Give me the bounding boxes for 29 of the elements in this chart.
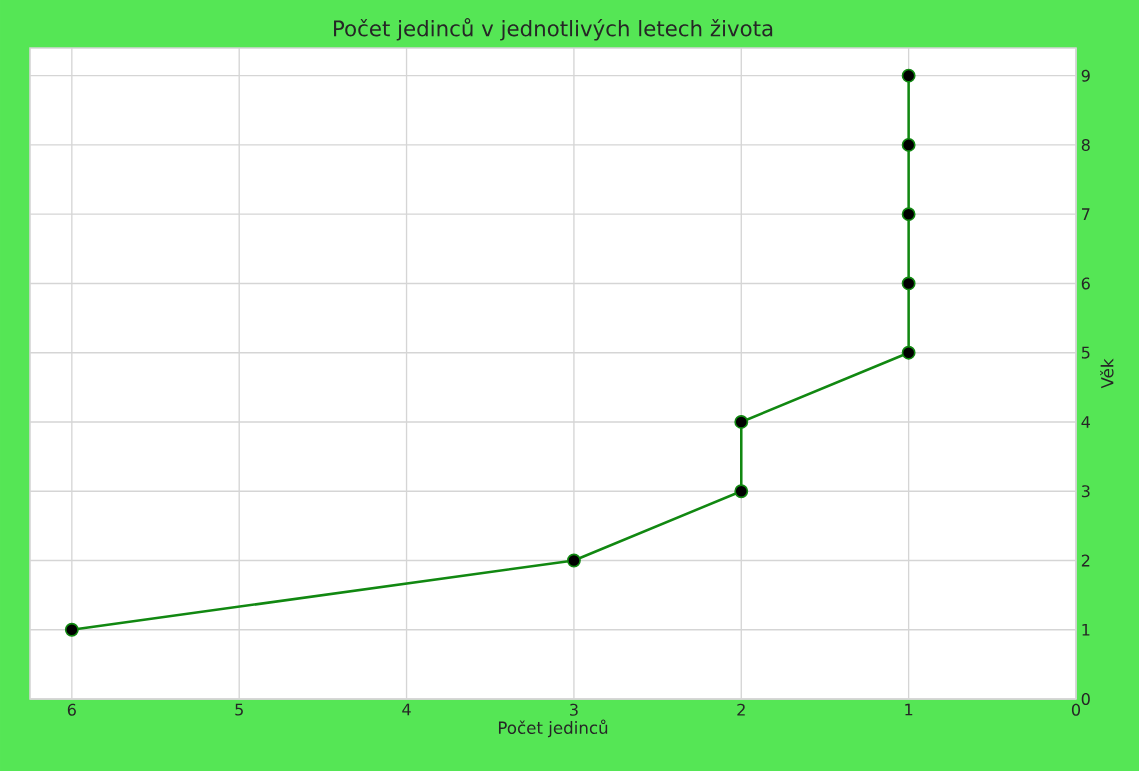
y-tick-label: 2 — [1081, 554, 1090, 567]
chart-title: Počet jedinců v jednotlivých letech života — [334, 18, 773, 41]
y-tick-label: 7 — [1082, 208, 1090, 221]
y-tick-label: 6 — [1081, 277, 1090, 290]
point — [901, 68, 916, 83]
x-tick-label: 3 — [570, 703, 578, 716]
y-tick-label: 3 — [1081, 485, 1090, 498]
y-axis-title: Věk — [1100, 358, 1114, 389]
point — [734, 415, 749, 429]
point — [566, 553, 581, 568]
point — [64, 622, 79, 637]
point — [901, 345, 916, 360]
y-tick-label: 0 — [1081, 692, 1090, 706]
x-tick-label: 0 — [1071, 703, 1081, 716]
y-tick-label: 5 — [1081, 346, 1090, 359]
point — [734, 484, 749, 499]
point — [901, 138, 916, 152]
y-tick-label: 4 — [1081, 416, 1090, 428]
point — [901, 276, 916, 291]
x-tick-label: 5 — [235, 703, 243, 716]
x-tick-label: 1 — [905, 703, 913, 716]
x-tick-label: 4 — [402, 703, 411, 716]
y-tick-label: 8 — [1081, 138, 1090, 152]
y-tick-label: 1 — [1082, 623, 1090, 636]
x-tick-label: 2 — [737, 703, 745, 716]
y-tick-label: 9 — [1081, 69, 1090, 82]
point — [901, 207, 916, 222]
x-tick-label: 6 — [67, 703, 76, 716]
x-axis-title: Počet jedinců — [498, 719, 608, 738]
